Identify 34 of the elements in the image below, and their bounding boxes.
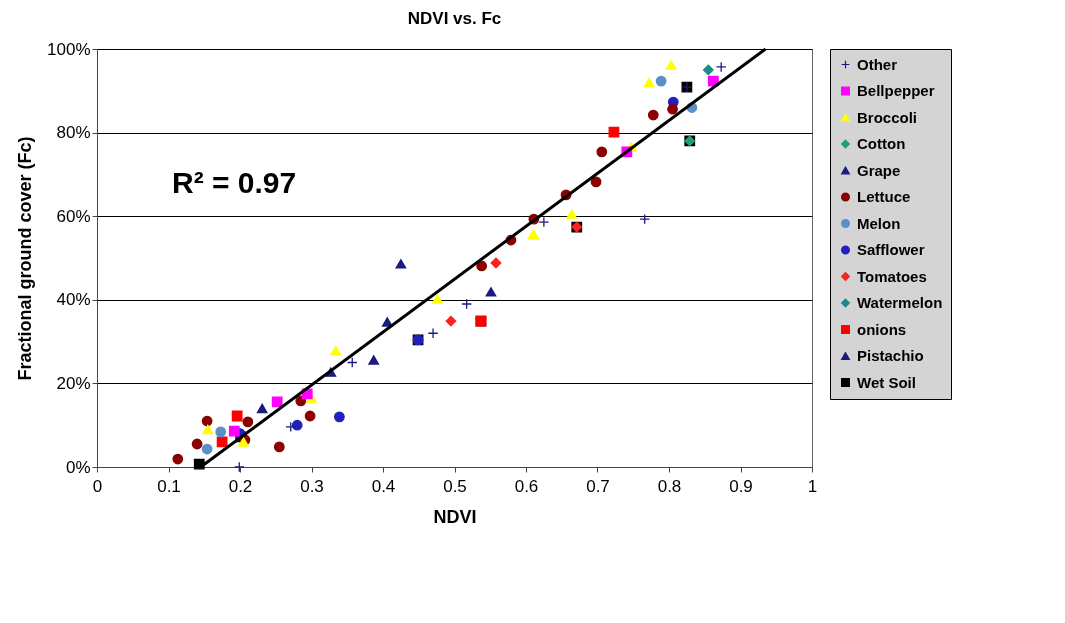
x-axis-title: NDVI [433, 506, 477, 527]
x-tick-label: 1 [807, 476, 818, 496]
x-tick-label: 0 [92, 476, 103, 496]
y-tick-label: 100% [47, 39, 91, 59]
legend-label: Broccoli [857, 108, 918, 126]
x-tick-label: 0.9 [729, 476, 753, 496]
legend-label: onions [857, 320, 907, 338]
y-tick-label: 80% [56, 123, 91, 143]
y-tick-label: 20% [56, 373, 91, 393]
legend-label: Pistachio [857, 347, 924, 364]
chart-title: NDVI vs. Fc [407, 9, 502, 28]
annotation: R² = 0.97 [172, 166, 297, 199]
y-tick-label: 60% [56, 206, 91, 226]
legend-label: Other [857, 55, 898, 73]
legend-label: Safflower [857, 241, 925, 258]
x-tick-label: 0.6 [514, 476, 539, 496]
x-tick-label: 0.7 [586, 476, 610, 496]
x-tick-label: 0.8 [657, 476, 682, 496]
y-axis-title: Fractional ground cover (Fc) [15, 136, 36, 381]
x-tick-label: 0.3 [300, 476, 324, 496]
x-tick-label: 0.5 [443, 476, 467, 496]
legend-label: Watermelon [857, 294, 943, 311]
legend-label: Lettuce [857, 188, 911, 205]
y-tick-label: 0% [65, 457, 91, 477]
legend-label: Melon [857, 214, 901, 232]
legend-label: Cotton [857, 135, 906, 152]
legend-label: Grape [857, 161, 901, 179]
legend-label: Bellpepper [857, 82, 935, 99]
x-tick-label: 0.1 [157, 476, 181, 496]
x-tick-label: 0.4 [371, 476, 396, 496]
legend-label: Tomatoes [857, 267, 927, 285]
legend-label: Wet Soil [857, 373, 916, 391]
x-tick-label: 0.2 [228, 476, 253, 496]
y-tick-label: 40% [56, 290, 91, 310]
